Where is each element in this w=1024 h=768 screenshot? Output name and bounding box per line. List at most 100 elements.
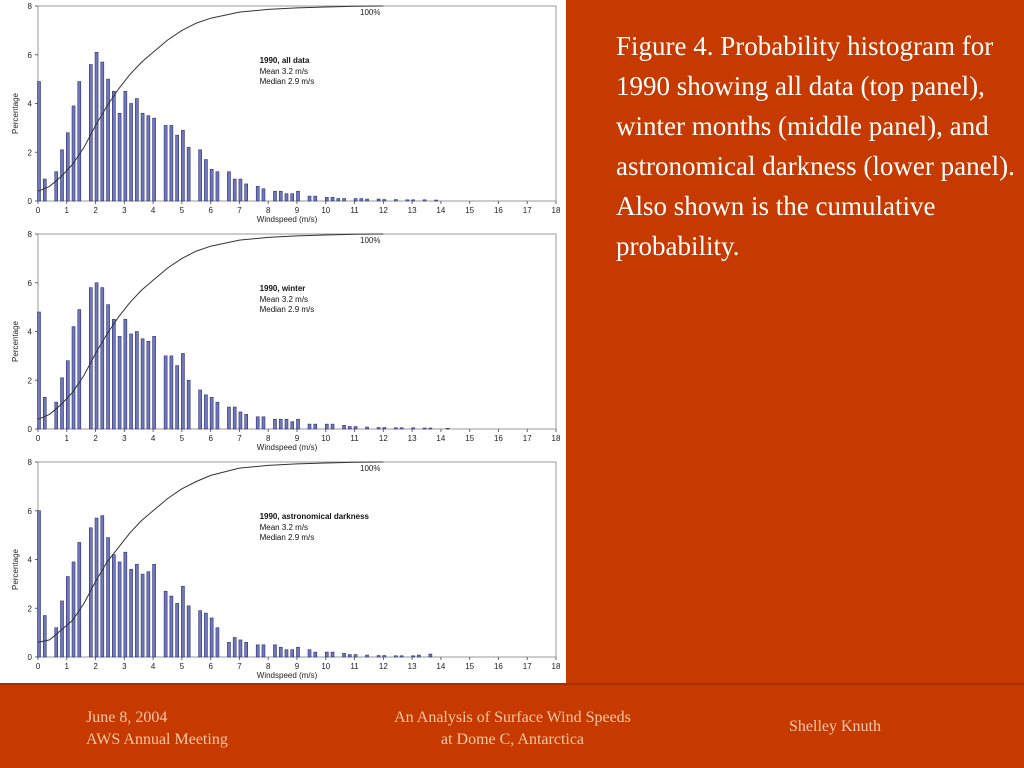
histogram-bar bbox=[100, 61, 105, 202]
histogram-bar bbox=[100, 515, 105, 658]
histogram-bar bbox=[422, 199, 427, 202]
histogram-bar bbox=[238, 639, 243, 658]
histogram-bar bbox=[198, 610, 202, 658]
histogram-bar bbox=[342, 198, 346, 202]
histogram-bar bbox=[123, 551, 128, 658]
histogram-bar bbox=[77, 81, 82, 202]
x-tick-label: 7 bbox=[237, 662, 242, 671]
cumulative-line bbox=[37, 5, 384, 192]
x-tick-label: 8 bbox=[266, 206, 271, 215]
histogram-bar bbox=[296, 646, 300, 658]
cumulative-max-label: 100% bbox=[360, 236, 380, 245]
histogram-bar bbox=[37, 81, 41, 202]
x-axis-label: Windspeed (m/s) bbox=[257, 215, 318, 224]
histogram-bar bbox=[71, 561, 76, 658]
histogram-bar bbox=[146, 571, 151, 658]
histogram-bar bbox=[186, 379, 191, 430]
histogram-bar bbox=[89, 64, 93, 202]
histogram-bar bbox=[238, 411, 243, 430]
histogram-bar bbox=[37, 510, 41, 658]
histogram-bar bbox=[290, 193, 295, 202]
panel-annotation: Median 2.9 m/s bbox=[260, 533, 315, 542]
x-tick-label: 2 bbox=[93, 206, 98, 215]
histogram-bar bbox=[106, 78, 110, 202]
histogram-bar bbox=[112, 91, 116, 202]
histogram-bar bbox=[278, 646, 283, 658]
histogram-bar bbox=[209, 169, 214, 202]
x-tick-label: 4 bbox=[151, 206, 156, 215]
histogram-bar bbox=[117, 112, 122, 202]
histogram-bar bbox=[284, 418, 289, 430]
histogram-bar bbox=[434, 199, 438, 202]
histogram-bar bbox=[204, 612, 208, 658]
x-tick-label: 13 bbox=[408, 662, 417, 671]
histogram-bar bbox=[117, 336, 122, 430]
x-tick-label: 18 bbox=[552, 434, 561, 443]
histogram-bar bbox=[394, 199, 398, 202]
histogram-bar bbox=[37, 311, 41, 430]
histogram-bar bbox=[135, 98, 139, 202]
x-tick-label: 14 bbox=[436, 434, 445, 443]
histogram-bar bbox=[227, 406, 231, 430]
histogram-bar bbox=[394, 655, 398, 658]
x-tick-label: 15 bbox=[465, 434, 474, 443]
histogram-bar bbox=[244, 414, 248, 430]
y-tick-label: 0 bbox=[28, 653, 33, 662]
x-tick-label: 10 bbox=[321, 662, 330, 671]
histogram-bar bbox=[307, 649, 312, 658]
histogram-bar bbox=[330, 651, 335, 658]
x-tick-label: 15 bbox=[465, 662, 474, 671]
histogram-bar bbox=[65, 132, 70, 202]
histogram-bar bbox=[54, 627, 59, 658]
footer-divider bbox=[0, 683, 1024, 685]
histogram-bar bbox=[382, 427, 387, 430]
panel-title: 1990, all data bbox=[260, 56, 310, 65]
y-tick-label: 4 bbox=[28, 100, 33, 109]
histogram-bar bbox=[347, 426, 352, 430]
histogram-bar bbox=[261, 416, 266, 430]
y-tick-label: 6 bbox=[28, 51, 33, 60]
x-tick-label: 14 bbox=[436, 206, 445, 215]
y-tick-label: 4 bbox=[28, 556, 33, 565]
cumulative-max-label: 100% bbox=[360, 8, 380, 17]
x-tick-label: 18 bbox=[552, 206, 561, 215]
histogram-bar bbox=[129, 103, 133, 202]
cumulative-line bbox=[37, 461, 384, 643]
histogram-bar bbox=[169, 125, 174, 202]
histogram-bar bbox=[411, 199, 415, 202]
histogram-bar bbox=[376, 655, 381, 658]
histogram-bar bbox=[71, 326, 76, 430]
footer-meeting: AWS Annual Meeting bbox=[86, 731, 228, 748]
footer-author: Shelley Knuth bbox=[789, 718, 881, 735]
histogram-bar bbox=[129, 333, 133, 430]
x-tick-label: 13 bbox=[408, 206, 417, 215]
x-tick-label: 1 bbox=[65, 434, 70, 443]
histogram-bar bbox=[175, 603, 179, 658]
histogram-bar bbox=[255, 416, 260, 430]
histogram-bar bbox=[123, 319, 128, 430]
x-tick-label: 12 bbox=[379, 434, 388, 443]
y-tick-label: 0 bbox=[28, 197, 33, 206]
histogram-bar bbox=[129, 568, 133, 658]
footer-date: June 8, 2004 bbox=[86, 709, 168, 726]
histogram-bar bbox=[376, 427, 381, 430]
histogram-bar bbox=[313, 195, 318, 202]
panel-title: 1990, winter bbox=[260, 284, 306, 293]
histogram-bar bbox=[347, 654, 352, 658]
x-tick-label: 16 bbox=[494, 434, 503, 443]
x-tick-label: 12 bbox=[379, 662, 388, 671]
x-tick-label: 15 bbox=[465, 206, 474, 215]
x-tick-label: 6 bbox=[208, 206, 213, 215]
histogram-bar bbox=[186, 147, 191, 202]
x-tick-label: 1 bbox=[65, 662, 70, 671]
histogram-bar bbox=[42, 178, 47, 202]
histogram-bar bbox=[382, 655, 387, 658]
panel-annotation: Mean 3.2 m/s bbox=[260, 523, 308, 532]
histogram-bar bbox=[169, 595, 174, 658]
x-tick-label: 11 bbox=[350, 434, 359, 443]
histogram-bar bbox=[163, 125, 168, 202]
histogram-bar bbox=[313, 423, 318, 430]
histogram-bar bbox=[215, 627, 220, 658]
